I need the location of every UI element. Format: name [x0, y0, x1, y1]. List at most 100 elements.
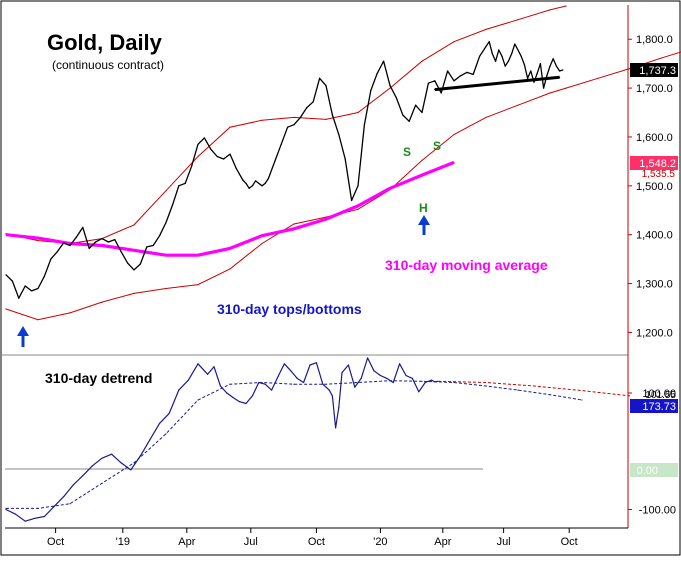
price-line-point [43, 275, 46, 277]
band-lower-line-point [549, 92, 551, 94]
detrend-line-point [251, 395, 253, 397]
arrow-up-icon [17, 326, 29, 347]
detrend-line-point [15, 513, 17, 515]
price-line-point [11, 280, 13, 282]
detrend-smoothed-line-point [325, 383, 327, 385]
detrend-smoothed-line-point [517, 389, 519, 391]
detrend-line-point [53, 506, 55, 508]
detrend-smoothed-line-point [293, 383, 295, 385]
band-lower-line-point [5, 308, 7, 310]
price-line-point [101, 238, 103, 240]
y-axis-ticks: 1,800.0 1,700.0 1,600.0 1,500.0 1,400.0 1,300… [628, 34, 676, 517]
detrend-line-point [277, 376, 279, 378]
band-upper-line-point [325, 118, 327, 120]
price-line-point [363, 124, 365, 126]
cycle-label: 310-day tops/bottoms [217, 301, 362, 317]
detrend-line-point [315, 362, 317, 364]
moving-average-line-point [165, 254, 167, 256]
detrend-smoothed-line-point [421, 380, 423, 382]
price-line-point [50, 258, 52, 260]
detrend-line-point [63, 496, 65, 498]
price-line-point [427, 82, 429, 84]
band-upper-line-point [261, 119, 263, 121]
detrend-smoothed-line-point [101, 482, 103, 484]
chart-title: Gold, Daily [47, 30, 163, 55]
price-line-point [533, 81, 535, 83]
moving-average-line-point [293, 228, 295, 230]
zero-label: 0.00 [637, 465, 658, 477]
price-line-point [274, 160, 276, 162]
moving-average-line-point [197, 254, 199, 256]
price-line-point [37, 287, 39, 290]
moving-average-line-point [389, 187, 391, 189]
left-shoulder-label: S [403, 145, 411, 159]
x-tick-label: Jul [497, 536, 511, 548]
price-line-point [523, 64, 526, 66]
price-line-point [376, 72, 378, 74]
moving-average-line-point [453, 161, 455, 163]
detrend-line-point [239, 401, 241, 403]
price-line-point [306, 107, 308, 109]
detrend-line-point [360, 377, 362, 379]
ma-label-tag: 1,535.5 1,548.2 [630, 156, 678, 180]
detrend-smoothed-line-point [229, 383, 231, 385]
detrend-line-point [405, 374, 407, 377]
detrend-line-point [264, 383, 266, 385]
detrend-line-point [149, 439, 151, 441]
neckline-point [434, 89, 436, 91]
detrend-line-point [335, 427, 337, 429]
detrend-smoothed-line-point [69, 503, 71, 505]
band-lower-line-point [229, 268, 231, 270]
price-line-point [165, 221, 167, 224]
price-line-point [24, 285, 26, 287]
detrend-line-point [411, 377, 413, 379]
detrend-label-main: 173.73 [642, 401, 676, 413]
band-upper-line-point [549, 9, 551, 11]
price-line-point [536, 72, 538, 74]
moving-average-layer [5, 160, 455, 257]
detrend-line-point [367, 357, 369, 359]
y-tick-label: 1,700.0 [636, 83, 673, 95]
detrend-line-point [328, 389, 330, 391]
moving-average-line-point [5, 234, 7, 236]
detrend-line-point [258, 381, 260, 384]
detrend-layer [5, 357, 631, 522]
detrend-smoothed-line-point [485, 385, 487, 387]
detrend-line-point [159, 422, 161, 424]
price-line-point [507, 60, 509, 62]
moving-average-line-point [357, 205, 359, 207]
price-line-point [171, 204, 173, 206]
price-line-point [75, 236, 77, 238]
moving-average-line-point [421, 174, 423, 176]
price-line-point [549, 65, 551, 67]
price-line-point [197, 143, 199, 145]
price-line-point [31, 290, 33, 292]
price-line-point [159, 235, 161, 237]
detrend-line-point [245, 402, 247, 405]
price-line-point [203, 137, 205, 139]
detrend-line-point [392, 381, 394, 384]
moving-average-label: 310-day moving average [385, 257, 548, 273]
price-line-point [555, 65, 558, 67]
price-line-point [82, 226, 84, 228]
band-lower-line-point [357, 208, 359, 210]
detrend-label-top: 101.55 [645, 390, 676, 401]
y-tick-label: -100.00 [639, 505, 676, 517]
price-line-point [504, 65, 506, 67]
price-line-point [299, 116, 301, 118]
price-line-point [18, 297, 20, 299]
band-lower-line-point [485, 116, 487, 118]
band-upper-line-point [357, 111, 359, 114]
price-line-point [261, 185, 263, 187]
price-label-tag: 1,737.3 [630, 63, 678, 77]
arrow-up-icon [418, 215, 430, 235]
detrend-line-point [341, 372, 343, 374]
x-tick-label: Apr [434, 536, 451, 548]
price-line-point [351, 199, 353, 202]
band-lower-line-point [661, 57, 663, 59]
detrend-line-point [139, 455, 141, 457]
price-line-point [402, 114, 404, 116]
price-line-point [495, 60, 497, 62]
band-upper-line-point [389, 87, 391, 89]
